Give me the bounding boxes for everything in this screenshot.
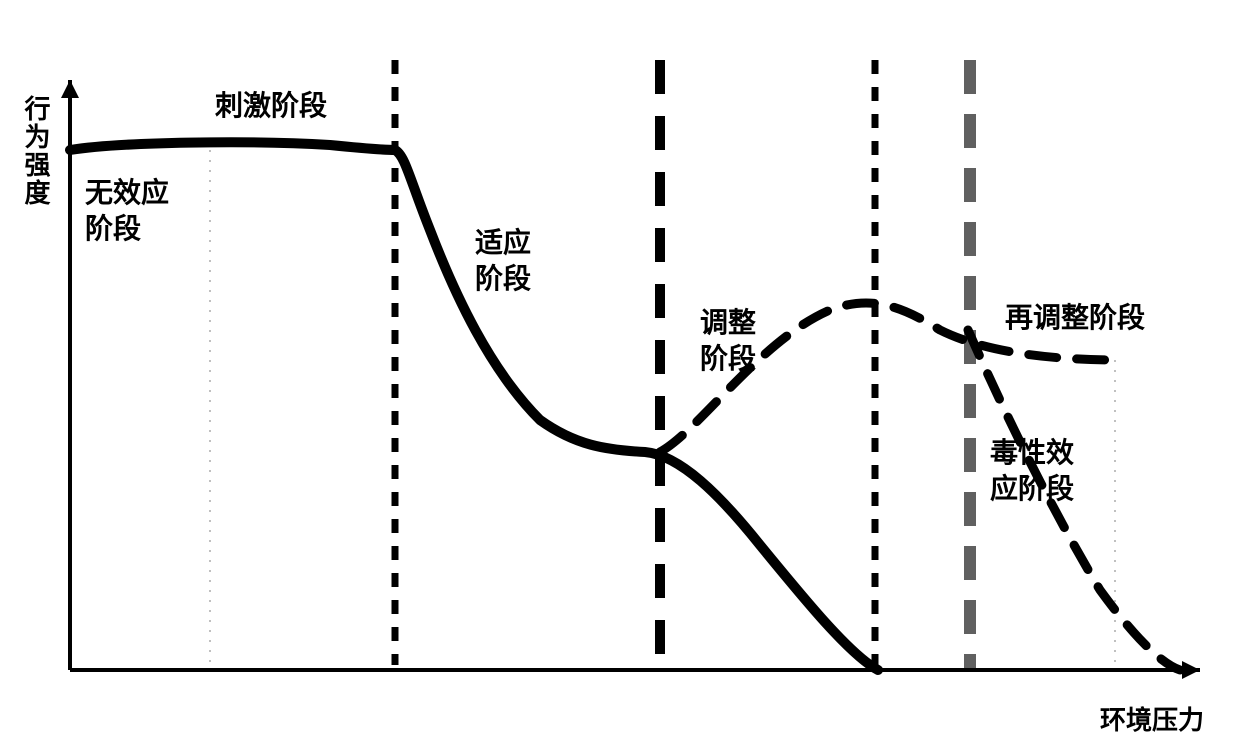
phase-label-adjustment: 调整阶段 [700,305,756,378]
phase-label-stimulus: 刺激阶段 [215,88,327,124]
chart-svg [0,0,1240,749]
diagram-container: 行为强度 环境压力 无效应阶段 刺激阶段适应阶段调整阶段 再调整阶段毒性效应阶段 [0,0,1240,749]
y-axis-label: 行为强度 [18,95,55,207]
phase-label-toxic: 毒性效应阶段 [990,435,1074,508]
phase-label-adaptation: 适应阶段 [475,225,531,298]
x-axis-label: 环境压力 [1100,700,1204,737]
solid-curve [70,142,878,670]
phase-label-readjust: 再调整阶段 [1005,300,1145,336]
phase-label-no_effect: 无效应阶段 [85,175,169,248]
